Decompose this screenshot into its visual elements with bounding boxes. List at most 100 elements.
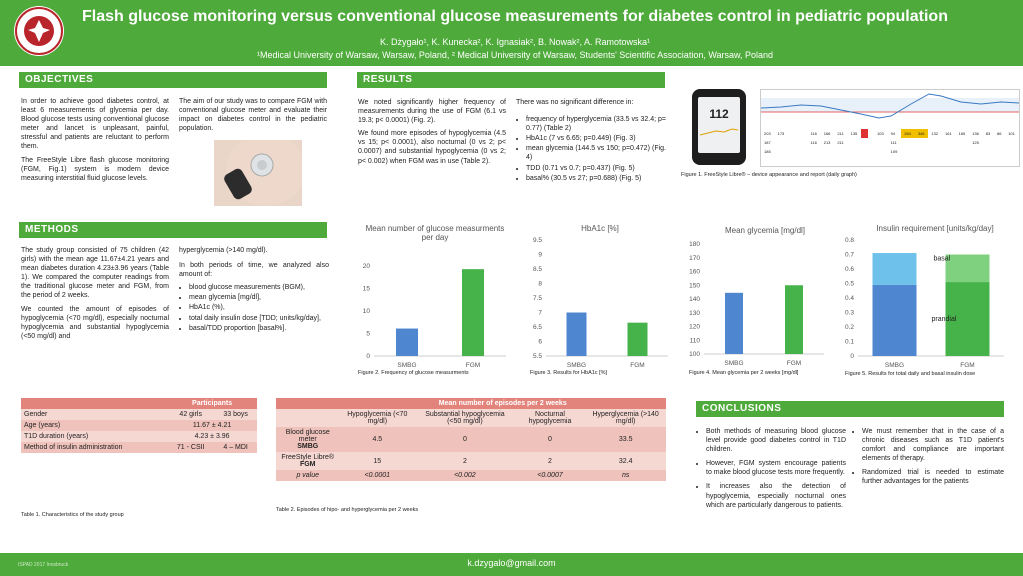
results-heading: RESULTS — [357, 72, 665, 88]
table1-header: Participants — [167, 398, 257, 409]
table2-row-label: SMBG — [297, 443, 319, 450]
y-tick-label: 100 — [689, 351, 700, 358]
series-label: basal — [934, 255, 951, 262]
results-left-text: We noted significantly higher frequency … — [358, 98, 506, 170]
y-tick-label: 15 — [363, 286, 371, 293]
x-category-label: FGM — [787, 360, 801, 367]
table2-cell: 0 — [415, 427, 515, 452]
conclusion-item: However, FGM system encourage patients t… — [706, 459, 846, 477]
poster-title: Flash glucose monitoring versus conventi… — [82, 8, 948, 25]
table2-col: Nocturnal hypoglycemia — [514, 409, 586, 427]
footer-conference: ISPAD 2017 Innsbruck — [18, 562, 69, 568]
table2-header: Mean number of episodes per 2 weeks — [339, 398, 666, 409]
table2-cell: <0.002 — [415, 470, 515, 481]
report-cell: 111 — [890, 140, 897, 145]
bar — [785, 285, 803, 354]
table2-cell: 33.5 — [585, 427, 666, 452]
methods-paragraph-1: The study group consisted of 75 children… — [21, 247, 169, 300]
y-tick-label: 0.2 — [845, 324, 854, 331]
y-tick-label: 120 — [689, 324, 700, 331]
report-cell: 109 — [890, 149, 898, 154]
bar — [627, 322, 648, 356]
report-cell: 187 — [764, 140, 771, 145]
y-tick-label: 130 — [689, 310, 700, 317]
report-cell: 173 — [777, 131, 785, 136]
method-item: total daily insulin dose [TDD; units/kg/… — [189, 314, 329, 323]
chart-title: Mean glycemia [mg/dl] — [724, 226, 806, 235]
result-item: frequency of hyperglycemia (33.5 vs 32.4… — [526, 115, 666, 133]
y-tick-label: 0.3 — [845, 310, 854, 317]
table1-cell: T1D duration (years) — [21, 431, 168, 442]
conclusion-item: Randomized trial is needed to estimate f… — [862, 468, 1004, 486]
table1-cell: Age (years) — [21, 420, 168, 431]
x-category-label: FGM — [960, 362, 974, 369]
mini-graph — [699, 128, 739, 136]
bar-prandial — [872, 284, 917, 356]
x-category-label: FGM — [630, 362, 644, 369]
y-tick-label: 8.5 — [533, 266, 542, 273]
y-tick-label: 10 — [363, 308, 371, 315]
table2-cell: <0.0007 — [514, 470, 586, 481]
conclusion-item: It increases also the detection of hypog… — [706, 482, 846, 509]
daily-graph — [760, 93, 1020, 119]
table2-cell: 2 — [514, 452, 586, 470]
table2-cell: 0 — [514, 427, 586, 452]
table2-cell: ns — [585, 470, 666, 481]
y-tick-label: 8 — [538, 281, 542, 288]
table2-cell: <0.0001 — [339, 470, 416, 481]
report-cell: 161 — [945, 131, 952, 136]
objectives-right-text: The aim of our study was to compare FGM … — [179, 98, 327, 133]
table2-col: Hypoglycemia (<70 mg/dl) — [339, 409, 416, 427]
result-item: TDD (0.71 vs 0.7; p=0.437) (Fig. 5) — [526, 164, 666, 173]
report-cell: 211 — [837, 131, 844, 136]
result-item: HbA1c (7 vs 6.65; p=0.449) (Fig. 3) — [526, 134, 666, 143]
series-label: prandial — [932, 316, 957, 323]
chart-title: HbA1c [%] — [581, 224, 619, 233]
y-tick-label: 9 — [538, 252, 542, 259]
report-cell: 94 — [890, 131, 896, 136]
table2-row-label: FGM — [299, 461, 316, 468]
chart-caption: Figure 4. Mean glycemia per 2 weeks [mg/… — [689, 370, 799, 376]
table1-cell: 71 - CSII — [167, 442, 215, 453]
table2-col: Substantial hypoglycemia (<50 mg/dl) — [415, 409, 515, 427]
x-category-label: SMBG — [397, 362, 416, 369]
report-cell: 135 — [850, 131, 858, 136]
report-cell: 83 — [985, 131, 991, 136]
results-right-text: There was no significant difference in: … — [516, 98, 666, 184]
y-tick-label: 170 — [689, 255, 700, 262]
y-tick-label: 0.4 — [845, 295, 854, 302]
bar — [566, 312, 587, 356]
table1-cell: 11.67 ± 4.21 — [167, 420, 257, 431]
report-cell: 166 — [823, 131, 831, 136]
methods-paragraph-3: hyperglycemia (>140 mg/dl). — [179, 247, 268, 254]
report-cell: 213 — [823, 140, 831, 145]
conclusions-left: Both methods of measuring blood glucose … — [698, 427, 846, 511]
bar — [462, 269, 484, 356]
y-tick-label: 7.5 — [533, 295, 542, 302]
table2-cell: 4.5 — [339, 427, 416, 452]
daily-report: 203 173 116 166 211 135 103 94 264 346 132 161 165 13… — [760, 89, 1020, 167]
report-cell: 103 — [877, 131, 884, 136]
y-tick-label: 6.5 — [533, 324, 542, 331]
university-logo — [14, 6, 64, 56]
chart-title: Mean number of glucose measurments per d… — [365, 224, 505, 242]
report-cell: 116 — [810, 131, 817, 136]
chart-frequency: 0 5 10 15 20 SMBG FGM — [363, 263, 506, 369]
report-cell: 101 — [1008, 131, 1015, 136]
episodes-table: Mean number of episodes per 2 weeks Hypo… — [276, 398, 666, 481]
y-tick-label: 5 — [366, 331, 370, 338]
conclusion-item: Both methods of measuring blood glucose … — [706, 427, 846, 454]
chart-insulin: 0 0.1 0.2 0.3 0.4 0.5 0.6 0.7 0.8 SMBG FGM basal pra… — [845, 237, 1004, 369]
results-paragraph-1: We noted significantly higher frequency … — [358, 99, 506, 125]
y-tick-label: 20 — [363, 263, 371, 270]
y-tick-label: 5.5 — [533, 353, 542, 360]
result-item: basal% (30.5 vs 27; p=0.688) (Fig. 5) — [526, 174, 666, 183]
y-tick-label: 0.6 — [845, 266, 854, 273]
table2-caption: Table 2. Episodes of hipo- and hyperglyc… — [276, 507, 419, 513]
conclusions-right: We must remember that in the case of a c… — [854, 427, 1004, 488]
method-item: HbA1c (%), — [189, 303, 329, 312]
chart-caption: Figure 2. Frequency of glucose measurmen… — [358, 370, 469, 376]
methods-left-text: The study group consisted of 75 children… — [21, 246, 169, 345]
y-tick-label: 110 — [690, 337, 701, 344]
report-cell: 211 — [837, 140, 844, 145]
